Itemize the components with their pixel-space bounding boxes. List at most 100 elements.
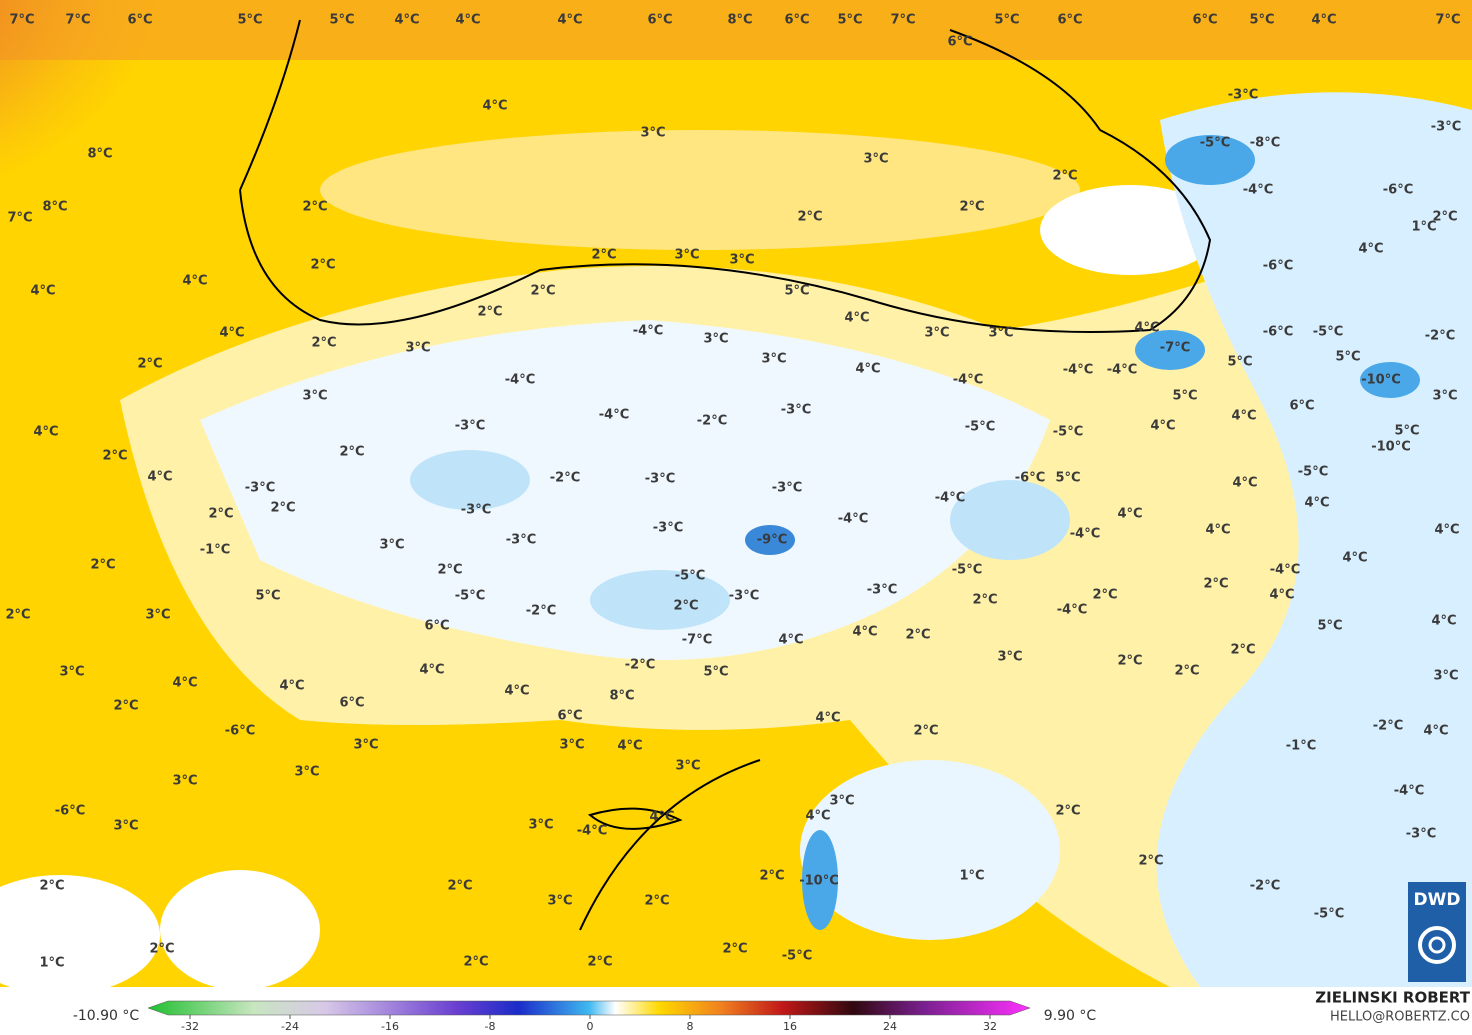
temperature-label: 3°C (302, 389, 327, 404)
temperature-label: 6°C (784, 13, 809, 28)
colorbar-max: 9.90 °C (1044, 1008, 1097, 1024)
temperature-label: 8°C (727, 13, 752, 28)
temperature-label: 2°C (1092, 588, 1117, 603)
temperature-label: 4°C (1205, 523, 1230, 538)
author: ZIELINSKI ROBERT (1315, 989, 1470, 1007)
temperature-label: 2°C (905, 628, 930, 643)
temperature-label: 4°C (1150, 419, 1175, 434)
temperature-label: 2°C (137, 357, 162, 372)
temperature-label: 5°C (1227, 355, 1252, 370)
temperature-label: 2°C (1117, 654, 1142, 669)
temperature-label: -8°C (1250, 136, 1280, 151)
temperature-label: 6°C (1192, 13, 1217, 28)
temperature-label: 4°C (1311, 13, 1336, 28)
temperature-label: 8°C (87, 147, 112, 162)
temperature-label: 2°C (149, 942, 174, 957)
temperature-label: 3°C (547, 894, 572, 909)
temperature-label: -10°C (1361, 373, 1401, 388)
temperature-label: -3°C (867, 583, 897, 598)
temperature-label: 5°C (1394, 424, 1419, 439)
temperature-label: -7°C (1160, 341, 1190, 356)
temperature-label: -6°C (1015, 471, 1045, 486)
temperature-label: -4°C (1063, 363, 1093, 378)
temperature-label: -5°C (675, 569, 705, 584)
temperature-label: -4°C (633, 324, 663, 339)
temperature-label: 1°C (959, 869, 984, 884)
temperature-label: -6°C (225, 724, 255, 739)
temperature-label: 2°C (477, 305, 502, 320)
temperature-label: 7°C (65, 13, 90, 28)
temperature-label: -4°C (577, 824, 607, 839)
temperature-label: 6°C (424, 619, 449, 634)
temperature-label: 4°C (1342, 551, 1367, 566)
temperature-label: 7°C (7, 211, 32, 226)
temperature-label: -3°C (245, 481, 275, 496)
temperature-label: 3°C (924, 326, 949, 341)
temperature-label: 4°C (482, 99, 507, 114)
temperature-label: 4°C (1134, 321, 1159, 336)
temperature-label: 5°C (1317, 619, 1342, 634)
colorbar-tick-label: 24 (883, 1020, 897, 1033)
temperature-label: 4°C (1231, 409, 1256, 424)
temperature-label: 4°C (1117, 507, 1142, 522)
temperature-label: 5°C (1055, 471, 1080, 486)
temperature-label: 2°C (5, 608, 30, 623)
colorbar-tick-label: -16 (381, 1020, 399, 1033)
temperature-label: 2°C (437, 563, 462, 578)
temperature-label: -6°C (1383, 183, 1413, 198)
logo-swirl (1418, 926, 1456, 964)
temperature-label: -2°C (625, 658, 655, 673)
temperature-label: 4°C (219, 326, 244, 341)
temperature-label: 4°C (1431, 614, 1456, 629)
email: HELLO@ROBERTZ.CO (1330, 1010, 1470, 1025)
logo: DWD (1408, 882, 1466, 982)
logo-text: DWD (1414, 890, 1461, 910)
temperature-label: 6°C (557, 709, 582, 724)
temperature-label: 2°C (1138, 854, 1163, 869)
temperature-label: -2°C (1373, 719, 1403, 734)
temperature-label: -10°C (1371, 440, 1411, 455)
temperature-label: 3°C (353, 738, 378, 753)
temperature-label: 5°C (237, 13, 262, 28)
temperature-label: 4°C (778, 633, 803, 648)
temperature-label: 3°C (528, 818, 553, 833)
temperature-label: -2°C (697, 414, 727, 429)
temperature-label: 3°C (59, 665, 84, 680)
temperature-label: 3°C (761, 352, 786, 367)
temperature-label: 5°C (1335, 350, 1360, 365)
temperature-label: 6°C (1057, 13, 1082, 28)
temperature-label: 3°C (145, 608, 170, 623)
temperature-label: 3°C (294, 765, 319, 780)
colorbar-tick-label: -8 (485, 1020, 496, 1033)
logo-box (1408, 882, 1466, 982)
temperature-label: -5°C (1298, 465, 1328, 480)
temperature-label: 3°C (559, 738, 584, 753)
temperature-label: 4°C (649, 810, 674, 825)
temperature-label: 3°C (1432, 389, 1457, 404)
temperature-label: 5°C (255, 589, 280, 604)
temperature-label: 4°C (1358, 242, 1383, 257)
temperature-label: 4°C (557, 13, 582, 28)
temperature-label: 2°C (759, 869, 784, 884)
temperature-label: -5°C (782, 949, 812, 964)
temperature-label: 3°C (113, 819, 138, 834)
temperature-label: 2°C (1055, 804, 1080, 819)
colorbar-tick-label: 16 (783, 1020, 797, 1033)
temperature-label: 4°C (1232, 476, 1257, 491)
temperature-label: 2°C (311, 336, 336, 351)
temperature-label: -3°C (781, 403, 811, 418)
temperature-label: -3°C (1431, 120, 1461, 135)
colorbar-min: -10.90 °C (73, 1008, 140, 1024)
temperature-label: 4°C (30, 284, 55, 299)
temperature-label: -2°C (550, 471, 580, 486)
temperature-label: -4°C (599, 408, 629, 423)
temperature-label: 3°C (640, 126, 665, 141)
temperature-label: 2°C (530, 284, 555, 299)
temperature-label: -3°C (506, 533, 536, 548)
temperature-label: 5°C (703, 665, 728, 680)
temperature-label: -3°C (729, 589, 759, 604)
temperature-label: 3°C (379, 538, 404, 553)
temperature-label: 2°C (113, 699, 138, 714)
